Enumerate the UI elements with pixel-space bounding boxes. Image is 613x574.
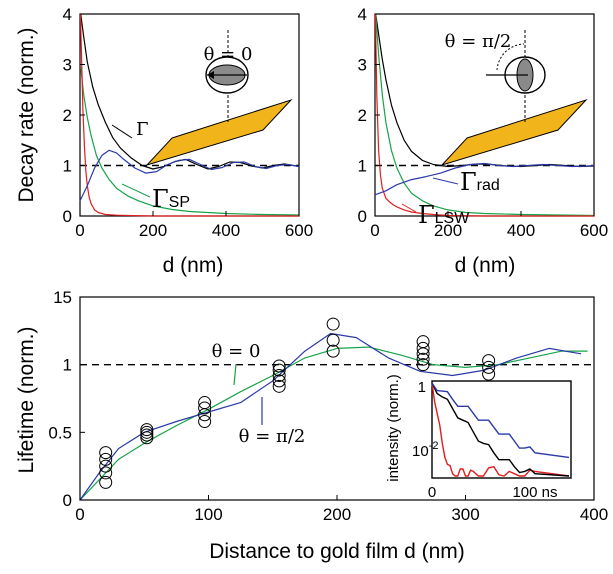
inset-ylabel: intensity (norm.) [385,374,402,482]
data-point [416,341,430,355]
y-tick-label: 1 [63,356,72,375]
y-tick-label: 0.5 [48,423,72,442]
y-tick-label: 0 [358,207,367,226]
x-tick-label: 200 [434,221,462,240]
data-point [99,466,113,480]
data-point [326,317,340,331]
theta-label: θ = 0 [204,44,253,65]
data-point [272,363,286,377]
x-axis-label: d (nm) [163,254,224,277]
theta0-leader-line [233,363,237,386]
data-point [482,367,496,381]
data-point [416,352,430,366]
data-point [416,347,430,361]
theta90-label: θ = π/2 [239,426,306,447]
data-point [99,459,113,473]
gamma-leader-line [111,124,133,139]
angle-arc-icon [496,43,525,71]
total-rate-label: Γ [136,119,149,140]
y-tick-label: 0 [63,491,72,510]
rad-leader-line [432,177,459,185]
inset-series-lsw-line [431,382,570,477]
data-point [326,333,340,347]
y-axis-label: Decay rate (norm.) [15,27,38,202]
data-point [272,374,286,388]
x-tick-label: 400 [212,221,240,240]
data-point [198,415,212,429]
x-tick-label: 200 [323,505,351,524]
data-point [99,446,113,460]
x-tick-label: 400 [580,505,608,524]
series-sp-line [80,66,300,216]
data-point [99,452,113,466]
theta-label: θ = π/2 [445,31,512,52]
inset-frame [431,380,572,479]
y-tick-label: 1 [358,157,367,176]
data-point [198,396,212,410]
x-axis-label: Distance to gold film d (nm) [209,540,465,563]
data-point [272,359,286,373]
y-tick-label: 3 [358,56,367,75]
series-lsw-line [79,13,299,217]
inset-ytick-1: 1 [418,379,426,396]
y-tick-label: 2 [63,106,72,125]
data-point [140,428,154,442]
series-lsw-line [374,13,594,217]
x-tick-label: 100 [194,505,222,524]
x-axis-label: d (nm) [455,254,516,277]
data-point [99,475,113,489]
panel-top-right: 0 200 400 600 0 1 2 3 4 d (nm) θ = π/2 Γrad ΓLSW [358,5,609,277]
x-tick-label: 200 [139,221,167,240]
y-tick-label: 4 [358,5,367,24]
gold-film-icon [440,98,588,167]
y-tick-label: 0 [63,207,72,226]
series-sp-line [375,13,595,217]
y-tick-label: 3 [63,56,72,75]
lifetime-inset: 1 10-2 0 100 ns intensity (norm.) [385,374,572,501]
inset-ytick-10: 10-2 [412,440,438,460]
y-tick-label: 15 [53,288,72,307]
lsw-rate-label: ΓLSW [418,201,470,229]
y-tick-label: 4 [63,5,72,24]
x-tick-label: 0 [75,505,84,524]
series-rad-line [79,149,300,202]
y-tick-label: 2 [358,106,367,125]
x-tick-label: 300 [451,505,479,524]
panel-bottom: 0 100 200 300 400 0 0.5 1 15 Distance to gold fi… [15,288,608,563]
data-point [482,360,496,374]
sp-leader-line [121,183,151,198]
data-point [272,379,286,393]
inset-series-total-line [431,382,570,477]
y-axis-label: Lifetime (norm.) [15,326,38,473]
data-point [198,401,212,415]
x-tick-label: 0 [75,221,84,240]
x-tick-label: 0 [370,221,379,240]
data-point [416,335,430,349]
gold-film-icon [145,98,293,167]
data-point [140,431,154,445]
data-point [482,354,496,368]
data-point [140,425,154,439]
data-point [140,423,154,437]
theta0-label: θ = 0 [212,341,261,362]
arrowhead-icon [207,71,214,79]
data-point [416,358,430,372]
rad-rate-label: Γrad [460,168,500,196]
panel-top-left: 0 200 400 600 0 1 2 3 4 d (nm) Decay rate (norm.… [15,5,313,277]
data-point [272,368,286,382]
series-rad-line [374,162,595,196]
sp-rate-label: ΓSP [152,185,190,213]
lsw-leader-line [401,203,417,213]
inset-xtick-100: 100 ns [512,484,557,501]
y-tick-label: 1 [63,157,72,176]
inset-xtick-0: 0 [428,484,436,501]
x-tick-label: 400 [507,221,535,240]
inset-series-rad-line [431,382,570,459]
data-point [326,344,340,358]
x-tick-label: 600 [580,221,608,240]
x-tick-label: 600 [285,221,313,240]
